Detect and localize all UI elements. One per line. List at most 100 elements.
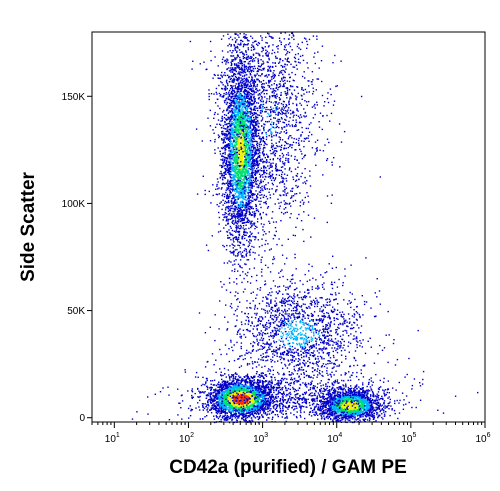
event-point bbox=[229, 158, 231, 160]
event-point bbox=[189, 40, 192, 43]
event-point bbox=[239, 259, 242, 261]
event-point bbox=[264, 142, 266, 144]
event-point bbox=[271, 132, 273, 134]
event-point bbox=[300, 220, 303, 222]
event-point bbox=[230, 103, 232, 106]
event-point bbox=[234, 67, 236, 69]
event-point bbox=[240, 193, 243, 195]
event-point bbox=[285, 180, 288, 182]
event-point bbox=[234, 103, 236, 105]
event-point bbox=[278, 136, 280, 138]
event-point bbox=[232, 162, 234, 164]
event-point bbox=[246, 206, 248, 208]
event-point bbox=[234, 99, 236, 102]
event-point bbox=[237, 298, 239, 300]
event-point bbox=[272, 111, 275, 113]
event-point bbox=[259, 94, 261, 96]
event-point bbox=[265, 233, 267, 235]
event-point bbox=[246, 95, 249, 98]
event-point bbox=[242, 135, 245, 137]
event-point bbox=[261, 125, 263, 127]
event-point bbox=[278, 111, 281, 114]
event-point bbox=[234, 161, 237, 164]
event-point bbox=[231, 194, 234, 197]
event-point bbox=[267, 68, 269, 71]
event-point bbox=[284, 58, 287, 60]
event-point bbox=[240, 200, 242, 203]
event-point bbox=[237, 120, 240, 122]
event-point bbox=[228, 91, 230, 93]
event-point bbox=[277, 157, 279, 160]
event-point bbox=[322, 174, 324, 176]
event-point bbox=[247, 43, 249, 45]
event-point bbox=[254, 128, 257, 131]
event-point bbox=[241, 182, 243, 185]
event-point bbox=[312, 117, 315, 119]
event-point bbox=[243, 209, 245, 211]
event-point bbox=[278, 285, 281, 288]
event-point bbox=[243, 164, 245, 166]
event-point bbox=[248, 121, 250, 124]
event-point bbox=[237, 147, 240, 149]
event-point bbox=[226, 158, 229, 160]
event-point bbox=[240, 72, 243, 74]
event-point bbox=[209, 140, 212, 142]
event-point bbox=[232, 71, 234, 73]
event-point bbox=[222, 139, 225, 141]
event-point bbox=[295, 103, 298, 105]
event-point bbox=[221, 50, 224, 52]
event-point bbox=[228, 154, 230, 157]
event-point bbox=[244, 121, 246, 123]
event-point bbox=[267, 266, 269, 269]
event-point bbox=[233, 194, 235, 197]
event-point bbox=[273, 89, 276, 92]
event-point bbox=[268, 45, 270, 47]
event-point bbox=[286, 154, 288, 156]
event-point bbox=[267, 155, 269, 157]
event-point bbox=[233, 109, 235, 111]
event-point bbox=[255, 183, 257, 185]
event-point bbox=[257, 60, 259, 63]
event-point bbox=[238, 168, 241, 171]
event-point bbox=[281, 112, 284, 114]
event-point bbox=[223, 183, 226, 185]
event-point bbox=[227, 93, 229, 95]
event-point bbox=[270, 70, 272, 72]
event-point bbox=[245, 228, 247, 230]
event-point bbox=[255, 128, 258, 130]
event-point bbox=[248, 182, 250, 184]
event-point bbox=[265, 203, 267, 205]
event-point bbox=[265, 120, 267, 123]
event-point bbox=[328, 141, 330, 144]
event-point bbox=[215, 188, 217, 190]
event-point bbox=[239, 115, 242, 117]
event-point bbox=[253, 119, 255, 121]
event-point bbox=[253, 100, 255, 102]
event-point bbox=[242, 221, 244, 224]
event-point bbox=[250, 174, 252, 177]
event-point bbox=[218, 135, 221, 138]
event-point bbox=[257, 44, 259, 47]
event-point bbox=[223, 283, 225, 286]
event-point bbox=[308, 123, 311, 126]
event-point bbox=[250, 136, 252, 138]
event-point bbox=[266, 121, 269, 123]
event-point bbox=[301, 88, 303, 91]
event-point bbox=[242, 52, 244, 55]
event-point bbox=[235, 196, 237, 199]
event-point bbox=[271, 182, 274, 185]
event-point bbox=[266, 98, 268, 100]
event-point bbox=[230, 227, 232, 229]
event-point bbox=[231, 136, 234, 138]
event-point bbox=[262, 151, 264, 153]
event-point bbox=[235, 108, 237, 111]
event-point bbox=[245, 212, 248, 215]
event-point bbox=[230, 176, 232, 179]
event-point bbox=[221, 82, 223, 84]
event-point bbox=[246, 252, 248, 254]
event-point bbox=[258, 114, 260, 116]
event-point bbox=[241, 251, 244, 253]
event-point bbox=[227, 134, 229, 136]
event-point bbox=[216, 98, 219, 100]
event-point bbox=[221, 61, 223, 64]
